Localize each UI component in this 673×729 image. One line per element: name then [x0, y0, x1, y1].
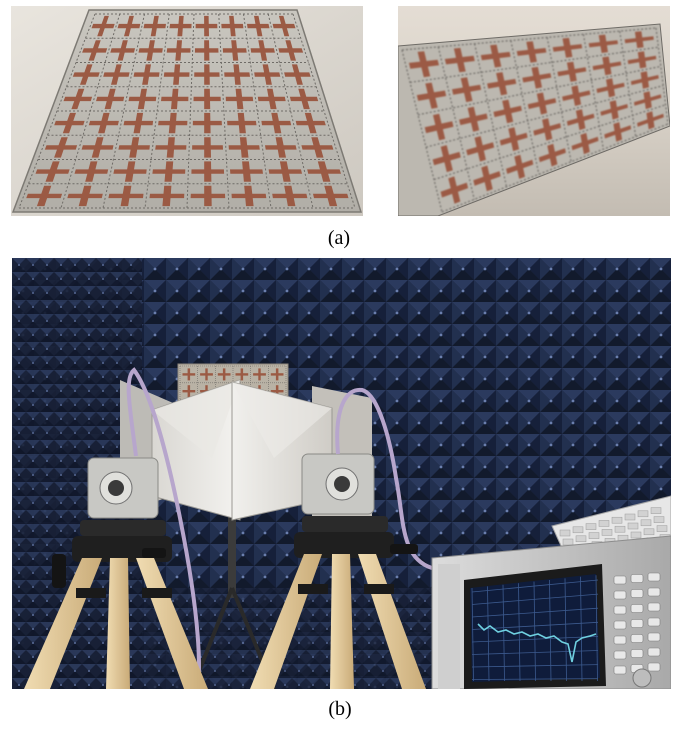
caption-a: (a)	[327, 227, 351, 249]
caption-b: (b)	[328, 698, 352, 720]
metasurface-perspective-photo	[398, 6, 670, 216]
metasurface-top-view-image	[11, 6, 363, 216]
metasurface-perspective-image	[398, 6, 670, 216]
anechoic-chamber-setup-image	[12, 258, 671, 689]
metasurface-top-view-photo	[11, 6, 363, 216]
anechoic-chamber-setup-photo	[12, 258, 671, 689]
